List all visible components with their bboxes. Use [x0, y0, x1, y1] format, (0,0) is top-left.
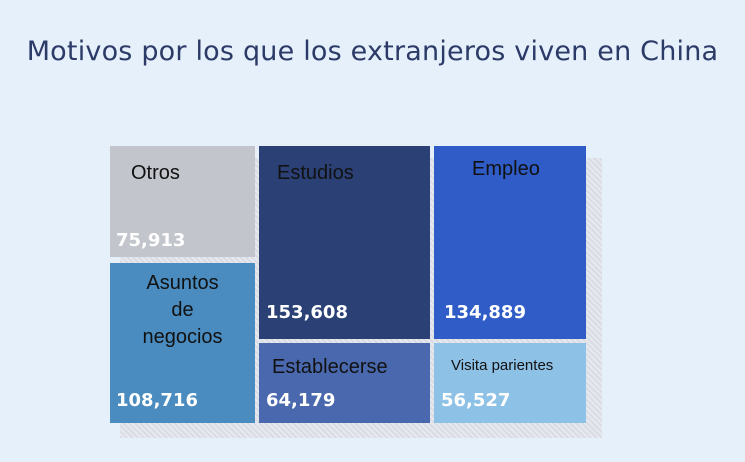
tile-label-otros: Otros: [131, 162, 180, 184]
chart-title: Motivos por los que los extranjeros vive…: [26, 36, 719, 67]
tile-label-estudios: Estudios: [277, 162, 354, 184]
tile-label-line: de: [171, 299, 194, 321]
tile-label-visita-parientes: Visita parientes: [451, 357, 554, 374]
tile-value-estudios: 153,608: [266, 302, 348, 323]
tile-value-empleo: 134,889: [444, 302, 526, 323]
tile-label-empleo: Empleo: [472, 158, 540, 180]
tile-empleo: [434, 146, 586, 339]
tile-value-establecerse: 64,179: [266, 390, 336, 411]
tile-label-asuntos-de-negocios: Asuntos de negocios: [110, 270, 255, 351]
tile-value-otros: 75,913: [116, 230, 186, 251]
tile-value-visita-parientes: 56,527: [441, 390, 511, 411]
tile-establecerse: [259, 343, 430, 423]
tile-label-establecerse: Establecerse: [272, 356, 388, 378]
tile-estudios: [259, 146, 430, 339]
tile-label-line: negocios: [142, 326, 223, 348]
tile-visita-parientes: [434, 343, 586, 423]
tile-asuntos-de-negocios: [110, 263, 255, 423]
tile-label-line: Asuntos: [146, 272, 219, 294]
tile-otros: [110, 146, 255, 257]
tile-value-asuntos-de-negocios: 108,716: [116, 390, 198, 411]
